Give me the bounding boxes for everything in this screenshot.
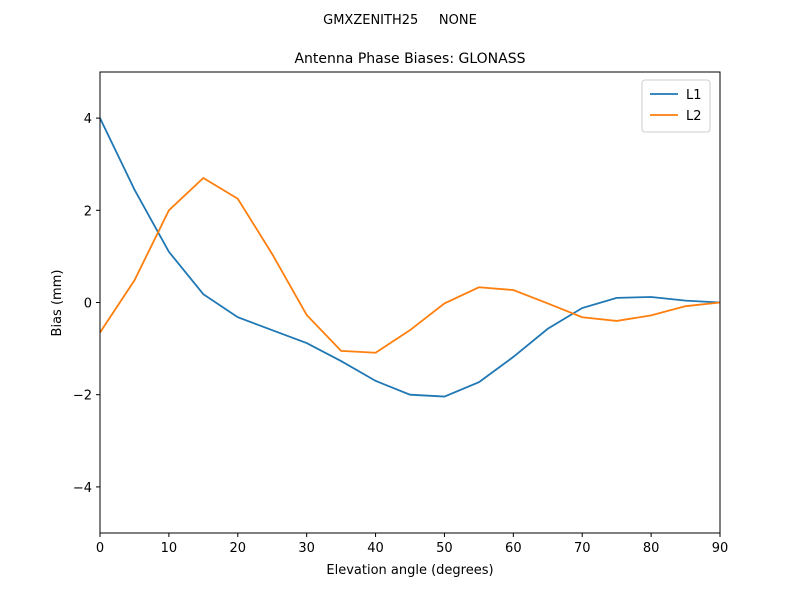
plot-frame bbox=[99, 71, 721, 534]
x-tick-label: 20 bbox=[230, 541, 247, 556]
x-tick-label: 80 bbox=[643, 541, 660, 556]
chart-title: Antenna Phase Biases: GLONASS bbox=[294, 51, 525, 67]
x-tick-label: 50 bbox=[436, 541, 453, 556]
x-tick-label: 70 bbox=[574, 541, 591, 556]
x-tick-label: 30 bbox=[298, 541, 315, 556]
x-axis-label: Elevation angle (degrees) bbox=[326, 563, 493, 578]
y-tick-label: 4 bbox=[84, 112, 92, 127]
legend-label: L1 bbox=[686, 88, 702, 103]
line-series bbox=[99, 117, 721, 398]
y-tick-label: −4 bbox=[73, 481, 92, 496]
x-tick-label: 10 bbox=[161, 541, 178, 556]
y-tick-label: 2 bbox=[84, 204, 92, 219]
y-axis-label: Bias (mm) bbox=[50, 270, 65, 337]
y-tick-label: 0 bbox=[84, 297, 92, 312]
legend-box bbox=[641, 79, 711, 133]
legend-label: L2 bbox=[686, 109, 702, 124]
x-tick-label: 0 bbox=[96, 541, 104, 556]
x-tick-label: 40 bbox=[367, 541, 384, 556]
suptitle: GMXZENITH25 NONE bbox=[323, 13, 477, 28]
x-tick-label: 90 bbox=[712, 541, 729, 556]
y-tick-label: −2 bbox=[73, 389, 92, 404]
x-tick-label: 60 bbox=[505, 541, 522, 556]
line-series bbox=[99, 176, 721, 354]
